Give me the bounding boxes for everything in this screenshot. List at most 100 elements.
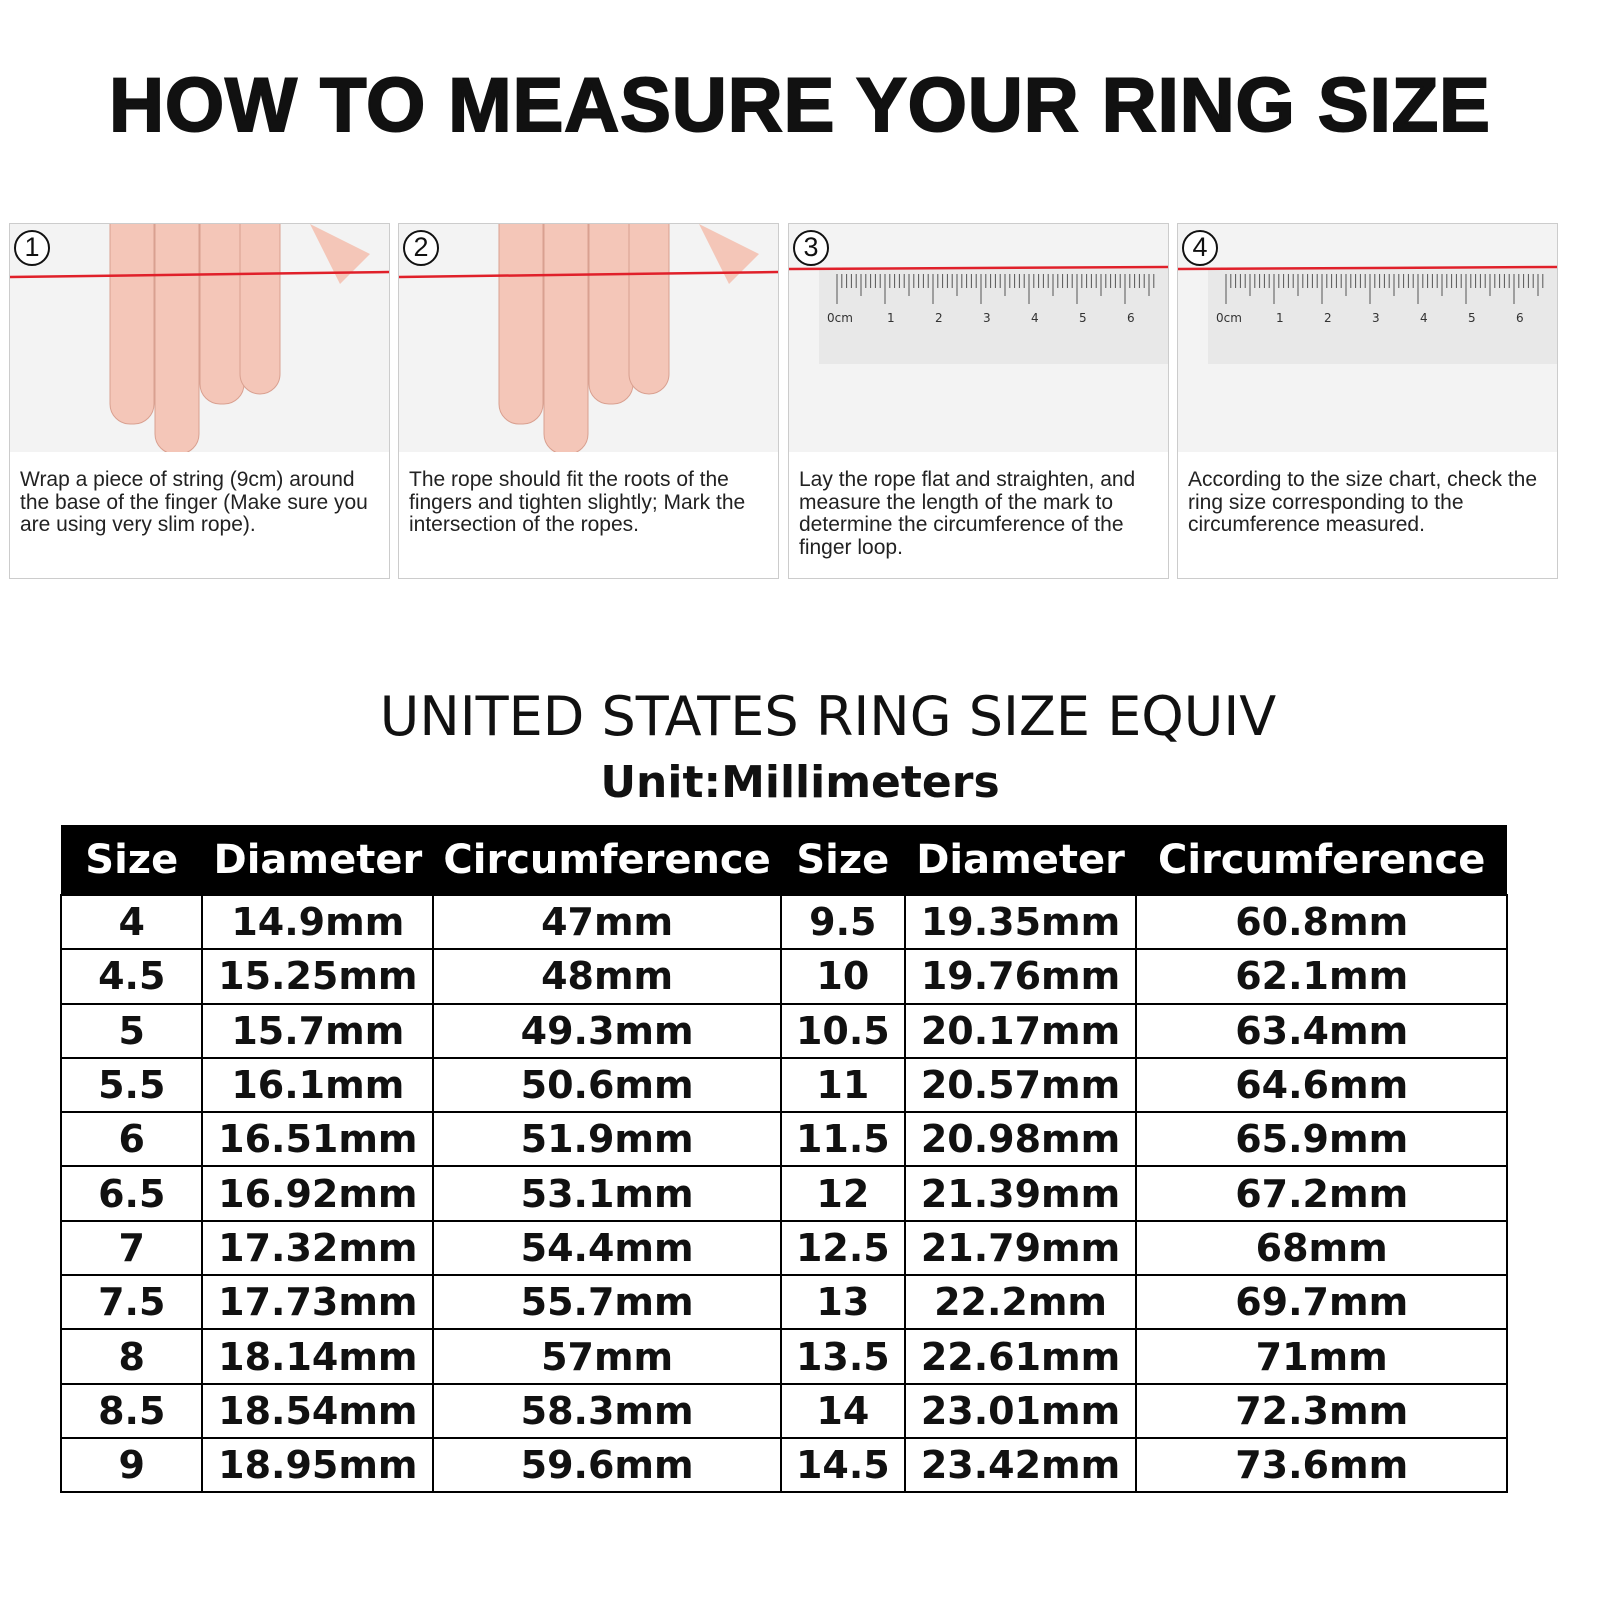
table-cell: 17.73mm [201, 1274, 435, 1331]
table-cell: 60.8mm [1135, 893, 1508, 951]
step-number: 4 [1182, 230, 1218, 266]
column-header: Diameter [904, 825, 1137, 895]
table-cell: 22.2mm [903, 1274, 1138, 1331]
table-row: 4.5 15.25mm 48mm 10 19.76mm 62.1mm [59, 948, 1508, 1005]
table-row: 6.5 16.92mm 53.1mm 12 21.39mm 67.2mm [59, 1165, 1508, 1222]
table-cell: 54.4mm [432, 1219, 782, 1277]
table-cell: 11.5 [779, 1111, 906, 1168]
table-cell: 62.1mm [1135, 948, 1508, 1005]
table-cell: 15.25mm [201, 948, 435, 1005]
table-cell: 16.92mm [201, 1165, 435, 1222]
step-text: The rope should fit the roots of the fin… [409, 468, 746, 536]
step-number: 1 [14, 230, 50, 266]
step-panel-4: 0cm 1 2 3 4 5 6 4 According to the size chart,… [1177, 223, 1558, 579]
unit-label: Unit:Millimeters [600, 757, 1000, 808]
table-cell: 13 [779, 1274, 906, 1331]
table-cell: 71mm [1135, 1328, 1508, 1385]
table-cell: 5.5 [59, 1056, 204, 1114]
table-cell: 9.5 [779, 893, 906, 951]
table-cell: 73.6mm [1135, 1436, 1508, 1494]
table-cell: 53.1mm [432, 1165, 782, 1222]
page-title: HOW TO MEASURE YOUR RING SIZE [108, 62, 1491, 149]
table-row: 7.5 17.73mm 55.7mm 13 22.2mm 69.7mm [59, 1274, 1508, 1331]
table-cell: 58.3mm [432, 1382, 782, 1439]
table-cell: 11 [779, 1056, 906, 1114]
table-cell: 8.5 [59, 1382, 204, 1439]
table-row: 6 16.51mm 51.9mm 11.5 20.98mm 65.9mm [59, 1111, 1508, 1168]
table-cell: 19.35mm [903, 893, 1138, 951]
ruler-label: 2 [935, 311, 943, 325]
table-cell: 12.5 [779, 1219, 906, 1277]
step-number: 3 [793, 230, 829, 266]
column-header: Circumference [1136, 825, 1507, 895]
table-cell: 22.61mm [903, 1328, 1138, 1385]
table-cell: 65.9mm [1135, 1111, 1508, 1168]
table-cell: 4 [59, 893, 204, 951]
table-cell: 18.14mm [201, 1328, 435, 1385]
table-cell: 7 [59, 1219, 204, 1277]
table-cell: 4.5 [59, 948, 204, 1005]
table-cell: 18.54mm [201, 1382, 435, 1439]
table-cell: 67.2mm [1135, 1165, 1508, 1222]
table-cell: 48mm [432, 948, 782, 1005]
table-cell: 13.5 [779, 1328, 906, 1385]
table-cell: 6 [59, 1111, 204, 1168]
step-panel-1: 1 Wrap a piece of string (9cm) around th… [9, 223, 390, 579]
table-cell: 18.95mm [201, 1436, 435, 1494]
step-image [10, 224, 389, 452]
table-row: 7 17.32mm 54.4mm 12.5 21.79mm 68mm [59, 1219, 1508, 1277]
step-image: 0cm 1 2 3 4 5 6 [789, 224, 1168, 452]
table-cell: 64.6mm [1135, 1056, 1508, 1114]
table-cell: 21.39mm [903, 1165, 1138, 1222]
ruler-label: 0cm [1216, 311, 1242, 325]
ruler-label: 3 [983, 311, 991, 325]
table-cell: 15.7mm [201, 1002, 435, 1059]
ruler-label: 5 [1079, 311, 1087, 325]
step-image [399, 224, 778, 452]
table-row: 8.5 18.54mm 58.3mm 14 23.01mm 72.3mm [59, 1382, 1508, 1439]
table-cell: 23.01mm [903, 1382, 1138, 1439]
table-cell: 57mm [432, 1328, 782, 1385]
table-cell: 10 [779, 948, 906, 1005]
step-text: Wrap a piece of string (9cm) around the … [20, 468, 368, 536]
chart-title: UNITED STATES RING SIZE EQUIV [379, 685, 1277, 748]
step-image: 0cm 1 2 3 4 5 6 [1178, 224, 1557, 452]
table-cell: 16.51mm [201, 1111, 435, 1168]
step-panel-3: 0cm 1 2 3 4 5 6 3 Lay the rope flat and straig… [788, 223, 1169, 579]
table-cell: 8 [59, 1328, 204, 1385]
ruler-label: 3 [1372, 311, 1380, 325]
table-cell: 49.3mm [432, 1002, 782, 1059]
column-header: Size [61, 825, 203, 895]
ruler-label: 1 [887, 311, 895, 325]
table-row: 9 18.95mm 59.6mm 14.5 23.42mm 73.6mm [59, 1436, 1508, 1494]
table-cell: 68mm [1135, 1219, 1508, 1277]
table-cell: 10.5 [779, 1002, 906, 1059]
table-cell: 50.6mm [432, 1056, 782, 1114]
table-cell: 20.57mm [903, 1056, 1138, 1114]
step-panel-2: 2 The rope should fit the roots of the f… [398, 223, 779, 579]
table-cell: 14 [779, 1382, 906, 1439]
table-cell: 59.6mm [432, 1436, 782, 1494]
ruler-label: 4 [1031, 311, 1039, 325]
table-row: 5.5 16.1mm 50.6mm 11 20.57mm 64.6mm [59, 1056, 1508, 1114]
table-cell: 51.9mm [432, 1111, 782, 1168]
ruler-label: 0cm [827, 311, 853, 325]
ruler-label: 6 [1127, 311, 1135, 325]
step-number: 2 [403, 230, 439, 266]
table-row: 5 15.7mm 49.3mm 10.5 20.17mm 63.4mm [59, 1002, 1508, 1059]
step-text: According to the size chart, check the r… [1188, 468, 1538, 536]
table-cell: 72.3mm [1135, 1382, 1508, 1439]
table-cell: 14.5 [779, 1436, 906, 1494]
table-cell: 7.5 [59, 1274, 204, 1331]
table-cell: 16.1mm [201, 1056, 435, 1114]
table-cell: 69.7mm [1135, 1274, 1508, 1331]
column-header: Diameter [202, 825, 434, 895]
table-cell: 47mm [432, 893, 782, 951]
ruler-label: 2 [1324, 311, 1332, 325]
table-cell: 17.32mm [201, 1219, 435, 1277]
table-row: 4 14.9mm 47mm 9.5 19.35mm 60.8mm [59, 893, 1508, 951]
step-text: Lay the rope flat and straighten, and me… [799, 468, 1136, 559]
table-cell: 19.76mm [903, 948, 1138, 1005]
table-cell: 21.79mm [903, 1219, 1138, 1277]
table-cell: 55.7mm [432, 1274, 782, 1331]
